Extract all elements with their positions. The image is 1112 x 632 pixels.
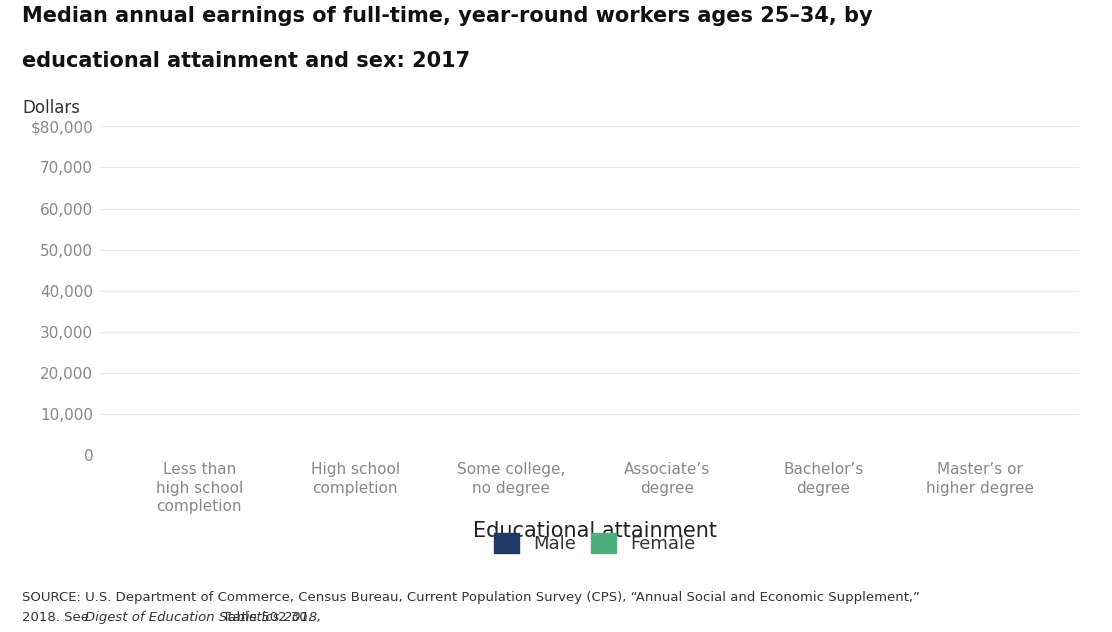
Text: 2018. See: 2018. See (22, 611, 93, 624)
Text: Dollars: Dollars (22, 99, 80, 117)
Legend: Male, Female: Male, Female (494, 533, 696, 554)
Text: educational attainment and sex: 2017: educational attainment and sex: 2017 (22, 51, 470, 71)
Text: Median annual earnings of full-time, year-round workers ages 25–34, by: Median annual earnings of full-time, yea… (22, 6, 873, 27)
Text: Table 502.30.: Table 502.30. (214, 611, 311, 624)
Text: Educational attainment: Educational attainment (473, 521, 717, 542)
Text: Digest of Education Statistics 2018,: Digest of Education Statistics 2018, (85, 611, 321, 624)
Text: SOURCE: U.S. Department of Commerce, Census Bureau, Current Population Survey (C: SOURCE: U.S. Department of Commerce, Cen… (22, 591, 921, 604)
